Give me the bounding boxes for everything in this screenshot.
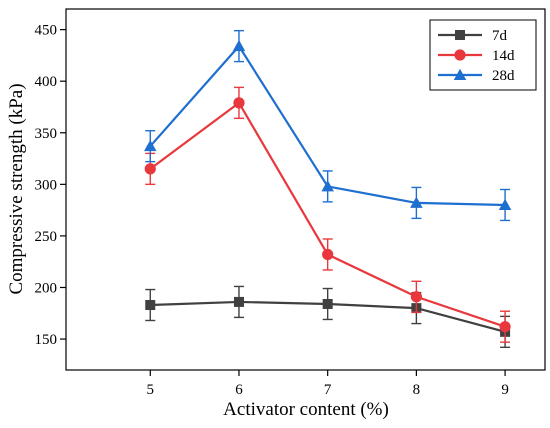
x-axis-title: Activator content (%) xyxy=(223,399,389,420)
series-28d xyxy=(144,29,512,222)
data-point xyxy=(322,298,333,309)
y-tick-label: 300 xyxy=(35,177,58,193)
x-tick-label: 7 xyxy=(324,382,332,398)
data-point xyxy=(322,248,334,261)
y-tick-label: 250 xyxy=(35,229,58,245)
data-point xyxy=(410,196,423,208)
y-tick-label: 350 xyxy=(35,126,58,142)
legend-label: 28d xyxy=(492,68,515,84)
y-tick-label: 200 xyxy=(35,280,58,296)
data-point xyxy=(144,139,157,152)
legend-label: 14d xyxy=(492,48,515,64)
x-tick-label: 5 xyxy=(147,382,155,398)
y-tick-label: 450 xyxy=(35,23,58,39)
legend-marker xyxy=(454,49,466,61)
x-tick-label: 9 xyxy=(501,382,509,398)
legend-item-7d: 7d xyxy=(438,28,508,44)
y-tick-label: 400 xyxy=(35,74,58,90)
legend-marker xyxy=(455,30,465,40)
data-point xyxy=(233,97,245,109)
data-point xyxy=(233,296,244,307)
plot-area xyxy=(144,29,512,349)
x-tick-label: 6 xyxy=(235,382,243,398)
axes: 5 6 7 8 9 150 200 250 300 350 400 450 xyxy=(35,8,546,398)
data-point xyxy=(232,39,246,52)
legend-label: 7d xyxy=(492,28,508,44)
data-point xyxy=(145,300,156,311)
x-tick-label: 8 xyxy=(413,382,421,398)
legend-marker xyxy=(453,68,467,80)
data-point xyxy=(499,321,511,333)
data-point xyxy=(410,291,422,303)
data-point xyxy=(144,163,156,175)
y-tick-label: 150 xyxy=(35,332,58,348)
series-7d xyxy=(145,285,511,349)
data-point xyxy=(321,180,334,192)
data-point xyxy=(498,198,512,210)
legend: 7d 14d 28d xyxy=(429,19,537,91)
y-axis-title: Compressive strength (kPa) xyxy=(6,83,27,294)
series-14d xyxy=(144,86,511,343)
plot-frame xyxy=(65,8,546,371)
legend-item-14d: 14d xyxy=(438,48,515,64)
legend-item-28d: 28d xyxy=(438,68,515,84)
